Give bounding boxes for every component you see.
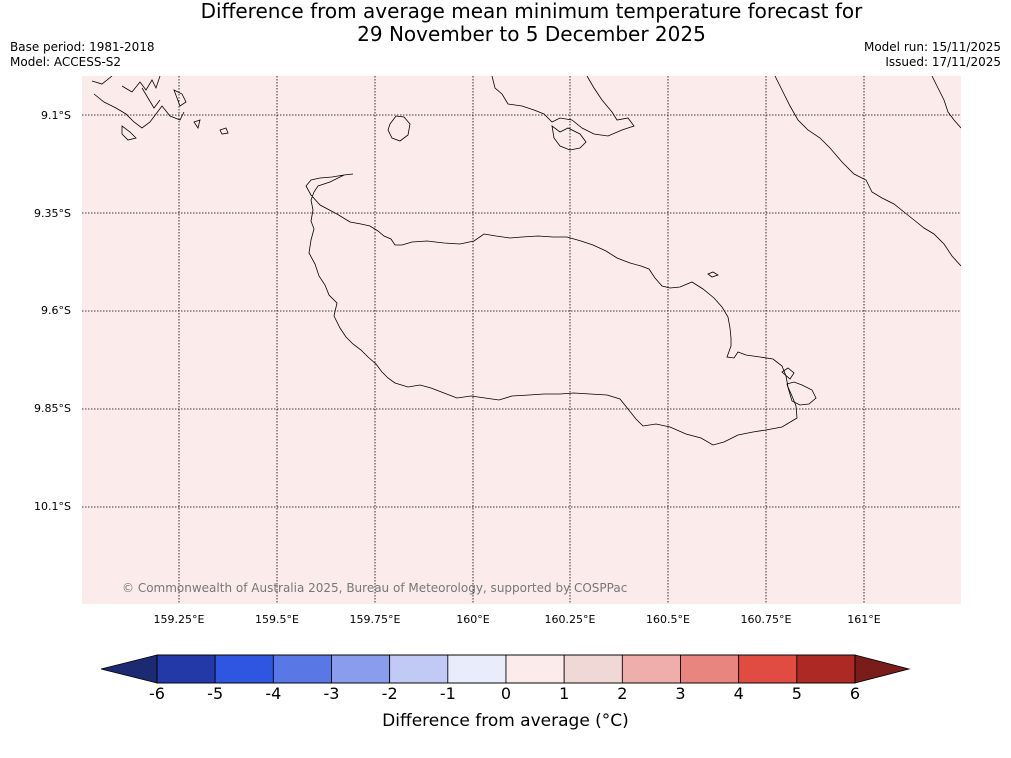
colorbar-cell (214, 654, 274, 684)
lon-label-161: 161°E (847, 613, 881, 626)
coastline-russell-islet (219, 127, 229, 135)
colorbar-tick-label: 5 (791, 684, 802, 703)
colorbar-tick-label: -4 (265, 684, 282, 703)
colorbar (100, 654, 911, 684)
lat-label-9-35: 9.35°S (34, 207, 71, 220)
meta-right: Model run: 15/11/2025 Issued: 17/11/2025 (864, 40, 1001, 70)
colorbar-under-arrow (100, 654, 158, 684)
model-name: Model: ACCESS-S2 (10, 55, 122, 69)
coastline-guadalcanal-east-islets (781, 367, 817, 406)
colorbar-tick-label: 0 (500, 684, 512, 703)
colorbar-over-arrow (854, 654, 911, 684)
colorbar-cell (447, 654, 507, 684)
colorbar-cells (156, 654, 856, 684)
lon-label-160-75: 160.75°E (740, 613, 792, 626)
colorbar-label: Difference from average (°C) (382, 711, 629, 731)
coastline-small-islet (707, 271, 719, 278)
coastline-russells (91, 76, 187, 141)
colorbar-cell (272, 654, 332, 684)
meta-left: Base period: 1981-2018 Model: ACCESS-S2 (10, 40, 155, 70)
colorbar-tick-label: -2 (381, 684, 398, 703)
colorbar-cell (738, 654, 798, 684)
lon-label-160: 160°E (456, 613, 490, 626)
colorbar-tick-label: 6 (849, 684, 861, 703)
model-run: Model run: 15/11/2025 (863, 40, 1001, 54)
colorbar-cell (389, 654, 449, 684)
colorbar-cell (505, 654, 565, 684)
colorbar-tick-label: -5 (207, 684, 224, 703)
colorbar-tick-label: -3 (323, 684, 340, 703)
lat-label-9-1: 9.1°S (41, 109, 71, 122)
title-line-2: 29 November to 5 December 2025 (357, 22, 706, 46)
coastline-nggela (491, 76, 635, 137)
colorbar-tick-label: 4 (733, 684, 744, 703)
colorbar-tick-label: 2 (617, 684, 628, 703)
colorbar-cell (156, 654, 216, 684)
colorbar-tick-label: -6 (149, 684, 165, 703)
colorbar-cell (563, 654, 623, 684)
colorbar-cell (331, 654, 391, 684)
map-background (82, 76, 961, 604)
coastline-east (774, 76, 961, 267)
lon-label-160-25: 160.25°E (544, 613, 596, 626)
colorbar-tick-label: -1 (439, 684, 456, 703)
coastline-northeast (931, 76, 961, 129)
lat-label-9-6: 9.6°S (41, 304, 71, 317)
base-period: Base period: 1981-2018 (10, 40, 155, 54)
title-line-1: Difference from average mean minimum tem… (200, 0, 863, 23)
map-panel: © Commonwealth of Australia 2025, Bureau… (82, 76, 961, 604)
chart-title: Difference from average mean minimum tem… (0, 0, 1011, 46)
coastline-guadalcanal (305, 173, 798, 446)
colorbar-frame (156, 654, 856, 684)
lon-label-159-5: 159.5°E (255, 613, 299, 626)
graticule (82, 76, 961, 604)
coastline-russell-islet-2 (193, 119, 201, 129)
colorbar-cell (680, 654, 740, 684)
lat-label-9-85: 9.85°S (34, 402, 71, 415)
copyright-text: © Commonwealth of Australia 2025, Bureau… (122, 581, 627, 595)
lon-label-159-25: 159.25°E (153, 613, 205, 626)
issued-date: Issued: 17/11/2025 (885, 55, 1001, 69)
colorbar-tick-label: 1 (559, 684, 570, 703)
coastlines (91, 76, 961, 446)
lon-label-159-75: 159.75°E (349, 613, 401, 626)
colorbar-cell (621, 654, 681, 684)
coastline-savo (387, 115, 411, 142)
coastline-nggela-south (551, 125, 587, 151)
colorbar-tick-label: 3 (675, 684, 686, 703)
lat-label-10-1: 10.1°S (34, 500, 71, 513)
lon-label-160-5: 160.5°E (646, 613, 690, 626)
colorbar-cell (796, 654, 856, 684)
